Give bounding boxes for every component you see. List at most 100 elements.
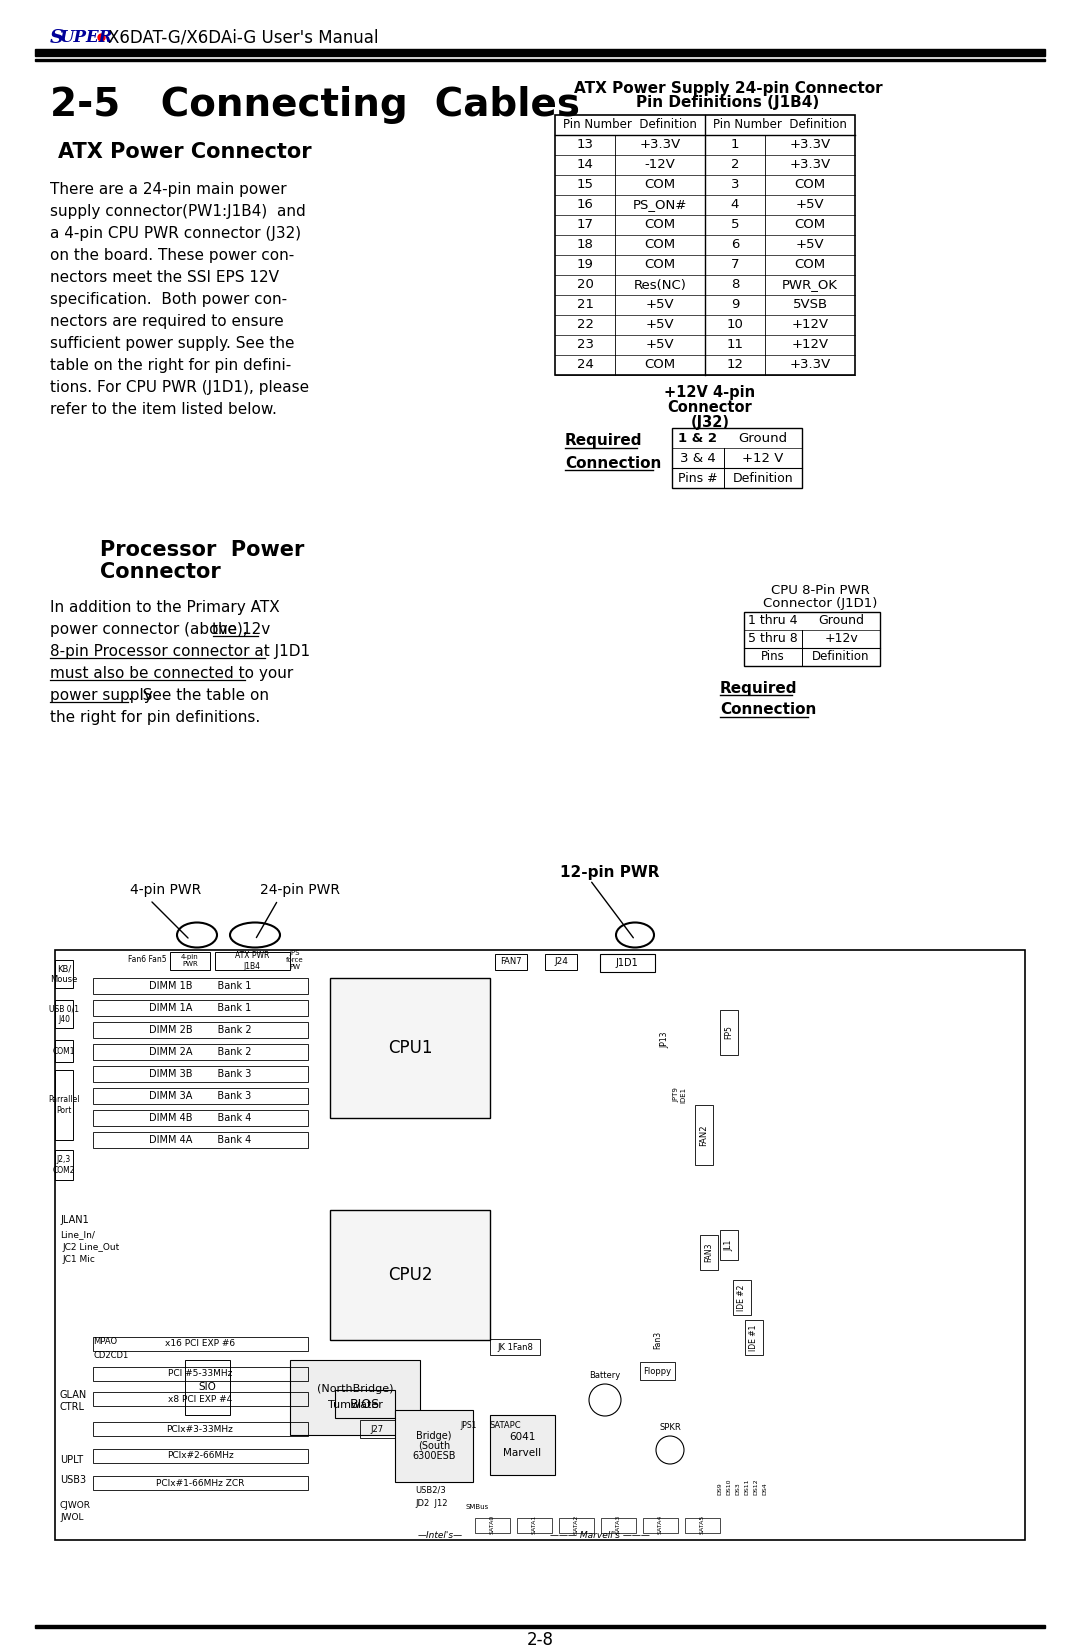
Text: PCIx#2-66MHz: PCIx#2-66MHz — [166, 1452, 233, 1460]
Bar — [545, 954, 577, 970]
Text: 8-pin Processor connector at J1D1: 8-pin Processor connector at J1D1 — [50, 644, 310, 658]
Text: SATA3: SATA3 — [616, 1515, 621, 1534]
Text: SATA1: SATA1 — [531, 1515, 537, 1533]
Text: 6300ESB: 6300ESB — [413, 1450, 456, 1460]
Text: KB/
Mouse: KB/ Mouse — [51, 964, 78, 983]
Text: DS9: DS9 — [717, 1482, 723, 1495]
Text: COM: COM — [645, 358, 676, 371]
Text: 8: 8 — [731, 279, 739, 292]
Text: 4: 4 — [731, 198, 739, 211]
Bar — [395, 1411, 473, 1482]
Text: COM: COM — [645, 218, 676, 231]
Text: DIMM 2A        Bank 2: DIMM 2A Bank 2 — [149, 1048, 252, 1058]
Text: FAN7: FAN7 — [500, 957, 522, 967]
Text: Floppy: Floppy — [643, 1366, 671, 1376]
Text: Connector (J1D1): Connector (J1D1) — [762, 597, 877, 610]
Text: S: S — [50, 30, 64, 46]
Text: Pin Number  Definition: Pin Number Definition — [713, 119, 847, 132]
Text: +5V: +5V — [796, 198, 824, 211]
Text: DIMM 3A        Bank 3: DIMM 3A Bank 3 — [149, 1091, 252, 1101]
Text: SATA2: SATA2 — [573, 1515, 579, 1534]
Text: +5V: +5V — [796, 239, 824, 251]
Bar — [170, 952, 210, 970]
Text: on the board. These power con-: on the board. These power con- — [50, 248, 294, 262]
Text: DS11: DS11 — [744, 1478, 750, 1495]
Bar — [685, 1518, 720, 1533]
Text: IDE #1: IDE #1 — [750, 1325, 758, 1351]
Text: JC2 Line_Out: JC2 Line_Out — [62, 1244, 119, 1252]
Text: nectors meet the SSI EPS 12V: nectors meet the SSI EPS 12V — [50, 271, 279, 285]
Text: PCIx#3-33MHz: PCIx#3-33MHz — [166, 1424, 233, 1434]
Text: 5VSB: 5VSB — [793, 299, 827, 312]
Bar — [93, 1449, 308, 1464]
Text: 12: 12 — [727, 358, 743, 371]
Text: 14: 14 — [577, 158, 593, 172]
Text: Marvell: Marvell — [503, 1449, 541, 1459]
Text: JK 1Fan8: JK 1Fan8 — [497, 1343, 532, 1351]
Text: CPU 8-Pin PWR: CPU 8-Pin PWR — [771, 584, 869, 597]
Text: —Intel's—: —Intel's— — [418, 1531, 462, 1539]
Text: power supply: power supply — [50, 688, 152, 703]
Text: BIOS: BIOS — [350, 1398, 380, 1411]
Text: Fan6 Fan5: Fan6 Fan5 — [129, 955, 166, 965]
Text: +3.3V: +3.3V — [789, 139, 831, 152]
Bar — [517, 1518, 552, 1533]
Bar — [55, 1040, 73, 1063]
Bar — [700, 1234, 718, 1270]
Bar — [93, 1132, 308, 1148]
Text: SATA4: SATA4 — [658, 1515, 662, 1534]
Text: ATX PWR
J1B4: ATX PWR J1B4 — [234, 952, 269, 970]
Text: COM: COM — [645, 259, 676, 272]
Text: UPER: UPER — [60, 30, 113, 46]
Text: CTRL: CTRL — [60, 1402, 85, 1412]
Text: 15: 15 — [577, 178, 594, 191]
Bar — [720, 1229, 738, 1261]
Text: 3 & 4: 3 & 4 — [680, 452, 716, 465]
Text: DIMM 4A        Bank 4: DIMM 4A Bank 4 — [149, 1135, 252, 1145]
Text: COM: COM — [795, 259, 825, 272]
Bar — [745, 1320, 762, 1355]
Text: SPKR: SPKR — [659, 1424, 680, 1432]
Text: Connection: Connection — [720, 703, 816, 718]
Text: DS3: DS3 — [735, 1482, 741, 1495]
Text: +12v: +12v — [824, 632, 858, 645]
Bar — [600, 1518, 636, 1533]
Bar — [640, 1361, 675, 1379]
Text: DIMM 1B        Bank 1: DIMM 1B Bank 1 — [149, 982, 252, 992]
Text: 9: 9 — [731, 299, 739, 312]
Text: +3.3V: +3.3V — [789, 158, 831, 172]
Bar — [495, 954, 527, 970]
Bar — [185, 1360, 230, 1416]
Bar — [291, 1360, 420, 1436]
Text: JC1 Mic: JC1 Mic — [62, 1256, 95, 1264]
Bar — [475, 1518, 510, 1533]
Text: sufficient power supply. See the: sufficient power supply. See the — [50, 337, 295, 351]
Text: the right for pin definitions.: the right for pin definitions. — [50, 710, 260, 724]
Text: table on the right for pin defini-: table on the right for pin defini- — [50, 358, 292, 373]
Text: +12V: +12V — [792, 318, 828, 332]
Text: DIMM 4B        Bank 4: DIMM 4B Bank 4 — [149, 1114, 252, 1124]
Text: IDE #2: IDE #2 — [738, 1284, 746, 1310]
Bar — [93, 1366, 308, 1381]
Bar — [55, 1150, 73, 1180]
Text: +5V: +5V — [646, 338, 674, 351]
Text: Required: Required — [565, 434, 643, 449]
Text: a 4-pin CPU PWR connector (J32): a 4-pin CPU PWR connector (J32) — [50, 226, 301, 241]
Text: FAN3: FAN3 — [704, 1242, 714, 1262]
Text: 24: 24 — [577, 358, 593, 371]
Text: 2-8: 2-8 — [527, 1630, 554, 1648]
Text: PCI #5-33MHz: PCI #5-33MHz — [167, 1370, 232, 1378]
Text: 1 & 2: 1 & 2 — [678, 432, 717, 444]
Text: x16 PCI EXP #6: x16 PCI EXP #6 — [165, 1340, 235, 1348]
Text: 23: 23 — [577, 338, 594, 351]
Text: FAN2: FAN2 — [700, 1124, 708, 1145]
Text: +5V: +5V — [646, 299, 674, 312]
Text: power connector (above),: power connector (above), — [50, 622, 253, 637]
Text: Line_In/: Line_In/ — [60, 1231, 95, 1239]
Text: the 12v: the 12v — [213, 622, 271, 637]
Bar — [93, 1021, 308, 1038]
Text: CPU2: CPU2 — [388, 1266, 432, 1284]
Text: x8 PCI EXP #4: x8 PCI EXP #4 — [167, 1394, 232, 1404]
Text: JPS
force
PW: JPS force PW — [286, 950, 303, 970]
Text: COM: COM — [795, 218, 825, 231]
